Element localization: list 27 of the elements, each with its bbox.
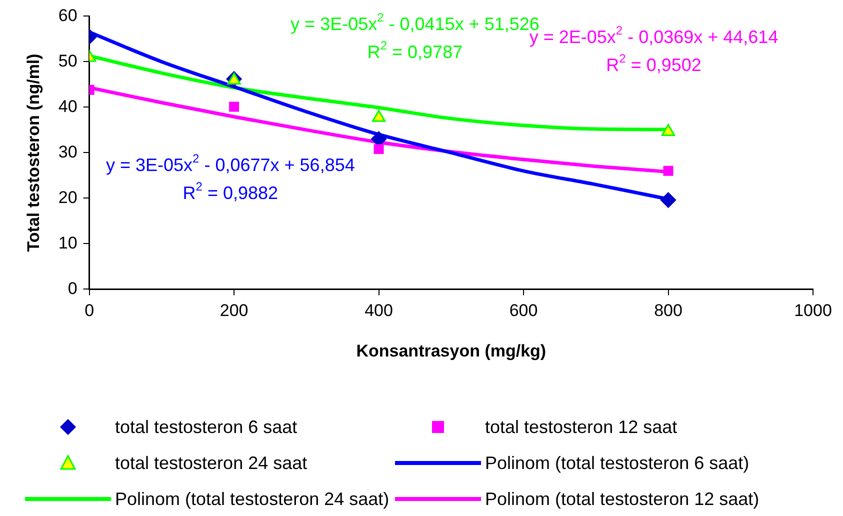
legend-label: Polinom (total testosteron 6 saat) — [485, 452, 750, 474]
legend-label: Polinom (total testosteron 12 saat) — [485, 488, 760, 510]
point — [229, 102, 240, 112]
legend-label: Polinom (total testosteron 24 saat) — [115, 488, 390, 510]
legend-label: total testosteron 6 saat — [115, 416, 298, 438]
y-tick-label: 50 — [58, 51, 78, 70]
legend-label: total testosteron 24 saat — [115, 452, 308, 474]
x-tick-label: 600 — [509, 301, 538, 320]
x-tick-label: 200 — [220, 301, 248, 320]
x-axis-title: Konsantrasyon (mg/kg) — [356, 341, 546, 360]
point — [374, 144, 384, 154]
y-tick-label: 20 — [58, 188, 78, 207]
y-tick-label: 10 — [58, 233, 78, 252]
point — [660, 192, 676, 208]
x-tick-label: 1000 — [794, 301, 832, 320]
point — [663, 166, 674, 176]
y-tick-label: 30 — [58, 142, 78, 162]
x-tick-label: 400 — [364, 301, 393, 320]
point — [661, 124, 676, 136]
x-tick-label: 0 — [84, 301, 94, 320]
x-tick-label: 800 — [654, 301, 682, 320]
point — [372, 110, 386, 122]
legend-label: total testosteron 12 saat — [485, 416, 678, 438]
y-tick-label: 0 — [68, 278, 78, 298]
y-tick-label: 60 — [58, 6, 78, 25]
y-axis-title: Total testosteron (ng/ml) — [24, 54, 43, 252]
y-tick-label: 40 — [58, 96, 78, 116]
